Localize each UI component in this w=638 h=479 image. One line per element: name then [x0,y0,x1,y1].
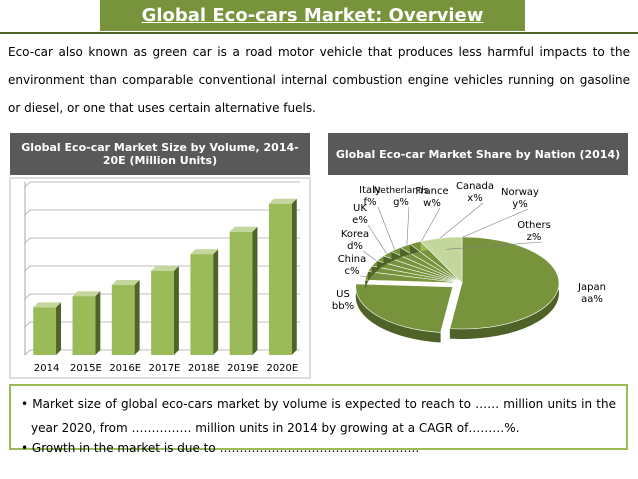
bar-top [190,249,219,255]
intro-text: Eco-car also known as green car is a roa… [8,45,630,115]
pie-value-label: y% [512,199,527,210]
pie-value-label: x% [467,193,482,204]
bar-side [213,249,219,355]
slide-title: Global Eco-cars Market: Overview [100,0,525,31]
pie-value-label: bb% [332,301,354,312]
x-tick-label: 2018E [188,363,220,374]
pie-value-label: g% [393,197,409,208]
bullet-text: Market size of global eco-cars market by… [31,397,616,435]
pie-value-label: w% [423,198,441,209]
bar-top [151,266,179,271]
x-tick-label: 2017E [149,363,181,374]
leader-line [359,275,391,278]
bar [229,231,253,355]
bar-side [56,302,62,355]
bar-side [95,291,101,355]
pie-value-label: c% [345,266,360,277]
bar [33,307,57,355]
pie-label: Others [517,220,551,231]
bar-top [229,226,258,232]
pie-label: Netherlands [374,186,429,196]
bar-top [72,291,101,297]
title-rule [0,32,638,34]
bar [190,254,214,355]
pie-label: France [415,186,448,197]
pie-label: China [338,254,367,265]
bar [268,203,292,355]
pie-value-label: d% [347,241,363,252]
pie-slice [355,283,454,333]
pie-value-label: aa% [581,294,603,305]
pie-label: Canada [456,181,494,192]
pie-label: Norway [501,187,539,198]
x-tick-label: 2020E [266,363,298,374]
pie-label: Korea [341,229,369,240]
x-tick-label: 2019E [227,363,259,374]
pie-value-label: e% [352,215,368,226]
bar-side [252,226,258,355]
pie-label: Italy [359,185,381,196]
bar-side [291,198,297,355]
bullet: • Growth in the market is due to …………………… [21,441,420,455]
bar [111,285,135,355]
pie-slice [420,236,463,284]
pie-slice-group [449,236,560,339]
pie-slice [449,236,560,330]
bar [151,271,174,355]
bullet-text: Growth in the market is due to ………………………… [31,441,420,455]
pie-chart-title: Global Eco-car Market Share by Nation (2… [328,133,628,175]
pie-value-label: f% [363,197,376,208]
bar-top [268,198,297,204]
leader-line [446,241,543,250]
grid-line [24,209,300,216]
x-tick-label: 2014 [34,363,59,374]
bar-top [111,280,140,285]
pie-slice-group [409,241,463,284]
bar-chart-frame [9,177,311,379]
bullet-box: • Market size of global eco-cars market … [9,384,628,455]
pie-label: US [336,289,350,300]
pie-label: UK [353,203,367,214]
bar-side [173,266,179,355]
grid-line [24,181,300,188]
bar-top [33,302,62,308]
x-tick-label: 2015E [70,363,102,374]
bar-side [134,280,140,355]
pie-label: Japan [577,282,606,293]
bar-chart-title: Global Eco-car Market Size by Volume, 20… [10,133,310,175]
bullet: • Market size of global eco-cars market … [21,397,616,435]
bar [72,296,96,355]
pie-slice-group [355,283,454,343]
x-tick-label: 2016E [109,363,141,374]
grid-line [24,237,300,244]
pie-slice-group [420,236,463,284]
pie-value-label: z% [527,232,542,243]
